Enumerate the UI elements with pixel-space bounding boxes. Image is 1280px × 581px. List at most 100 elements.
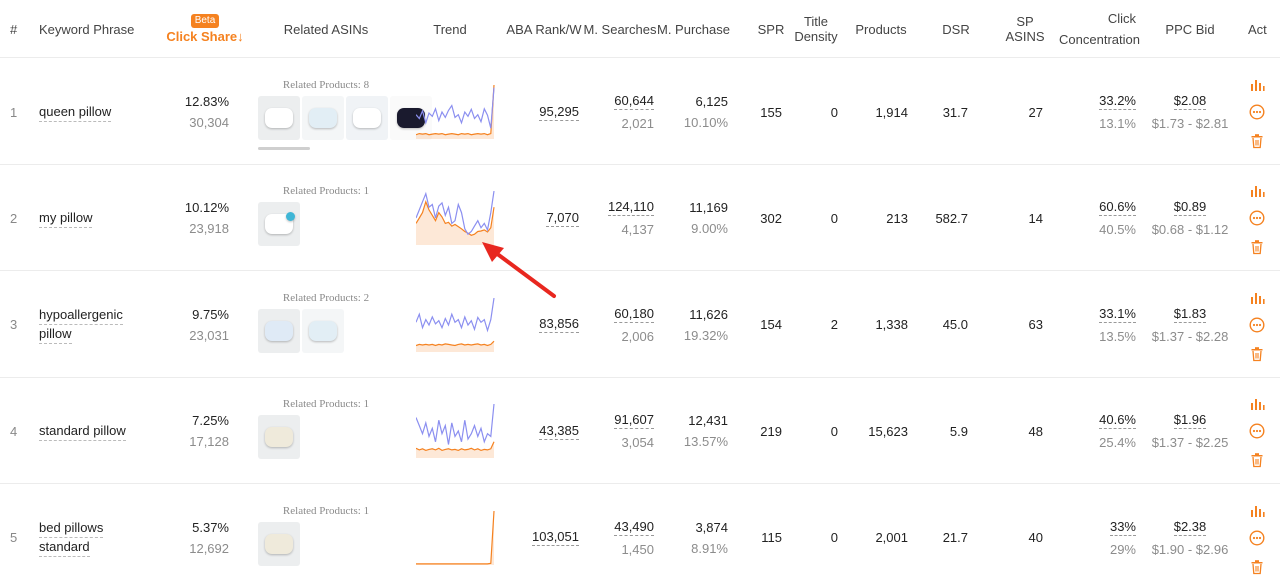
header-click-concentration[interactable]: Click Concentration [1050,0,1140,58]
keyword-line[interactable]: pillow [39,325,72,344]
keyword-phrase[interactable]: hypoallergenic pillow [39,272,159,378]
more-options-icon[interactable] [1249,210,1265,226]
keyword-phrase[interactable]: bed pillows standard [39,485,159,581]
table-row[interactable]: 2 my pillow 10.12% 23,918 Related Products: … [0,165,1280,272]
ppc-bid-value[interactable]: $1.96 [1173,412,1207,430]
trash-icon[interactable] [1249,239,1265,255]
table-row[interactable]: 1 queen pillow 12.83% 30,304 Related Product… [0,59,1280,165]
ppc-bid-value[interactable]: $1.83 [1173,305,1207,323]
keyword-line[interactable]: my pillow [39,209,93,228]
aba-rank-value[interactable]: 83,856 [539,316,579,334]
click-share-cell: 10.12% 23,918 [150,165,229,271]
more-options-icon[interactable] [1249,104,1265,120]
more-options-icon[interactable] [1249,423,1265,439]
product-thumbnail[interactable] [258,415,300,460]
trash-icon[interactable] [1249,452,1265,468]
monthly-searches-value[interactable]: 60,644 [614,93,654,110]
related-asins[interactable]: Related Products: 1 [251,485,401,581]
more-options-icon[interactable] [1249,317,1265,333]
header-sp-asins[interactable]: SP ASINS [1000,0,1050,58]
header-spr[interactable]: SPR [757,21,785,37]
click-concentration-value[interactable]: 33.1% [1099,305,1136,323]
click-concentration-value[interactable]: 33% [1109,518,1136,536]
click-share-value: 10.12% [184,200,229,216]
keyword-line[interactable]: bed pillows [39,519,104,538]
click-concentration-value[interactable]: 33.2% [1099,93,1136,110]
ppc-bid-cell: $0.89 $0.68 - $1.12 [1140,165,1240,271]
header-dsr[interactable]: DSR [942,21,970,37]
trend-chart[interactable] [416,510,496,565]
sp-asins-line1: SP [1016,14,1034,29]
header-m-searches[interactable]: M. Searches [583,21,657,37]
sp-asins-value: 27 [1028,104,1043,120]
trend-chart[interactable] [416,191,496,246]
monthly-purchase-sub: 13.57% [683,434,728,450]
bar-chart-icon[interactable] [1249,396,1265,412]
aba-rank-value[interactable]: 43,385 [539,422,579,440]
header-aba-rank[interactable]: ABA Rank/W [506,21,582,37]
related-asins[interactable]: Related Products: 2 [251,272,401,378]
keyword-line[interactable]: hypoallergenic [39,306,123,325]
header-ppc-bid[interactable]: PPC Bid [1165,21,1215,37]
trend-area [416,85,494,139]
header-title-density[interactable]: Title Density [790,0,842,58]
click-concentration-cell: 60.6% 40.5% [1070,165,1136,271]
keyword-line[interactable]: standard [39,538,90,557]
product-thumbnail[interactable] [302,308,344,353]
table-row[interactable]: 4 standard pillow 7.25% 17,128 Related Produ… [0,378,1280,485]
monthly-searches-sub: 3,054 [621,435,654,451]
monthly-searches-value[interactable]: 43,490 [614,518,654,536]
header-products[interactable]: Products [855,21,907,37]
click-concentration-value[interactable]: 60.6% [1099,199,1136,217]
related-asins[interactable]: Related Products: 8 [251,59,432,165]
trend-purchase-line [416,441,495,452]
row-actions [1249,59,1267,165]
keyword-phrase[interactable]: my pillow [39,165,159,271]
bar-chart-icon[interactable] [1249,183,1265,199]
monthly-searches-value[interactable]: 124,110 [607,199,654,217]
product-thumbnail[interactable] [346,96,388,140]
trash-icon[interactable] [1249,133,1265,149]
more-options-icon[interactable] [1249,530,1265,546]
bar-chart-icon[interactable] [1249,290,1265,306]
click-share-sort-label[interactable]: Click Share↓ [166,29,244,44]
keyword-line[interactable]: queen pillow [39,103,112,122]
monthly-purchase-sub: 8.91% [691,540,728,556]
aba-rank-cell: 83,856 [510,272,579,378]
ppc-bid-value[interactable]: $2.38 [1173,518,1207,536]
aba-rank-value[interactable]: 95,295 [539,103,579,121]
title-density-line1: Title [803,14,829,29]
product-thumbnail[interactable] [258,308,300,353]
table-row[interactable]: 5 bed pillows standard 5.37% 12,692 Related P… [0,485,1280,581]
keyword-phrase[interactable]: queen pillow [39,59,159,165]
aba-rank-value[interactable]: 7,070 [546,209,579,227]
monthly-searches-value[interactable]: 91,607 [614,412,654,430]
monthly-searches-value[interactable]: 60,180 [614,305,654,323]
header-click-share[interactable]: Beta Click Share↓ [160,0,250,58]
related-asins[interactable]: Related Products: 1 [251,378,401,484]
header-m-purchase[interactable]: M. Purchase [657,21,730,37]
trend-chart[interactable] [416,85,496,139]
trend-chart[interactable] [416,297,496,352]
related-asins[interactable]: Related Products: 1 [251,165,401,271]
product-thumbnail[interactable] [258,521,300,566]
product-thumbnail[interactable] [302,96,344,140]
product-thumbnail[interactable] [258,202,300,247]
ppc-bid-value[interactable]: $0.89 [1173,199,1207,217]
header-keyword-phrase[interactable]: Keyword Phrase [39,21,135,37]
trend-chart[interactable] [416,404,496,459]
trash-icon[interactable] [1249,559,1265,575]
bar-chart-icon[interactable] [1249,77,1265,93]
related-products-label: Related Products: 1 [282,504,370,517]
ppc-bid-value[interactable]: $2.08 [1173,93,1207,110]
spr-value: 115 [761,530,782,546]
trash-icon[interactable] [1249,346,1265,362]
bar-chart-icon[interactable] [1249,503,1265,519]
table-row[interactable]: 3 hypoallergenic pillow 9.75% 23,031 Related … [0,272,1280,378]
keyword-phrase[interactable]: standard pillow [39,378,159,484]
keyword-line[interactable]: standard pillow [39,422,126,441]
product-thumbnail[interactable] [258,96,300,140]
aba-rank-value[interactable]: 103,051 [532,529,579,547]
click-concentration-value[interactable]: 40.6% [1099,412,1136,430]
thumbnail-scrollbar[interactable] [258,147,310,150]
